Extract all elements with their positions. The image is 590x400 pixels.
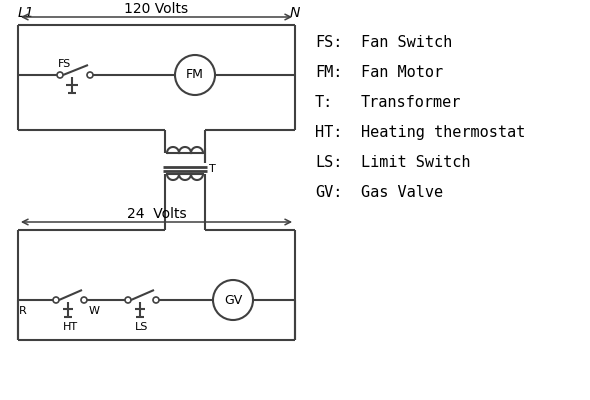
Text: FS: FS [58, 59, 71, 69]
Text: GV: GV [224, 294, 242, 306]
Text: 24  Volts: 24 Volts [127, 207, 186, 221]
Text: Fan Motor: Fan Motor [361, 65, 443, 80]
Text: GV:: GV: [315, 185, 342, 200]
Text: T: T [209, 164, 216, 174]
Text: Fan Switch: Fan Switch [361, 35, 453, 50]
Text: Heating thermostat: Heating thermostat [361, 125, 525, 140]
Text: Transformer: Transformer [361, 95, 461, 110]
Text: R: R [19, 306, 27, 316]
Text: 120 Volts: 120 Volts [124, 2, 189, 16]
Text: Gas Valve: Gas Valve [361, 185, 443, 200]
Text: FM: FM [186, 68, 204, 82]
Text: N: N [290, 6, 300, 20]
Text: T:: T: [315, 95, 333, 110]
Text: FM:: FM: [315, 65, 342, 80]
Text: L1: L1 [18, 6, 35, 20]
Text: LS:: LS: [315, 155, 342, 170]
Text: FS:: FS: [315, 35, 342, 50]
Text: LS: LS [135, 322, 149, 332]
Text: Limit Switch: Limit Switch [361, 155, 470, 170]
Text: W: W [89, 306, 100, 316]
Text: HT: HT [63, 322, 77, 332]
Text: HT:: HT: [315, 125, 342, 140]
